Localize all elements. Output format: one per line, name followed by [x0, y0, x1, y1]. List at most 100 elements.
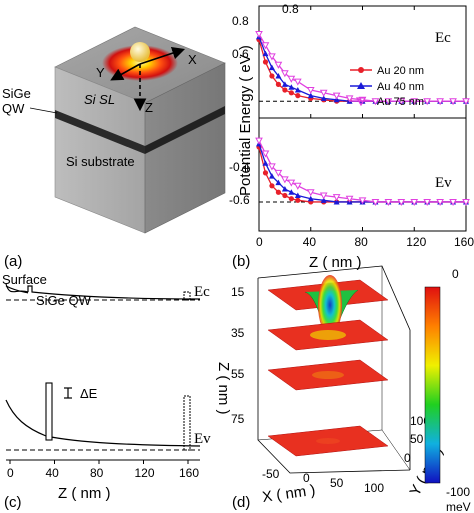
colorbar-unit: meV	[446, 500, 471, 513]
data-point	[255, 137, 263, 145]
data-point	[293, 182, 302, 190]
data-point	[462, 198, 470, 206]
x-tick-neg50: -50	[262, 467, 280, 481]
si-substrate-label: Si substrate	[66, 154, 135, 169]
data-point	[449, 98, 457, 106]
si-sl-label: Si SL	[84, 92, 115, 107]
box-edge-inner-diagonal	[381, 429, 411, 471]
data-point	[306, 189, 315, 197]
z-tick-55: 55	[231, 367, 245, 381]
data-point	[288, 90, 294, 96]
legend-au20: Au 20 nm	[377, 65, 424, 77]
panel-c-x-tick-label: 80	[90, 466, 104, 480]
qw-pointer	[29, 107, 58, 114]
data-point	[288, 189, 295, 195]
data-point	[319, 192, 328, 200]
data-point	[274, 61, 283, 69]
data-point	[255, 31, 263, 39]
sige-label: SiGe	[2, 86, 31, 101]
panel-c-x-tick-label: 40	[46, 466, 60, 480]
x-axis-title-3d: X ( nm )	[261, 482, 316, 506]
slice-z35-spot	[310, 330, 346, 340]
data-point	[397, 198, 406, 206]
box-edge-back	[257, 265, 411, 470]
data-point	[449, 198, 457, 206]
panel-d-label: (d)	[232, 494, 250, 511]
data-point	[306, 87, 315, 95]
data-point	[371, 98, 380, 106]
x-tick-100: 100	[364, 481, 384, 495]
data-point	[333, 198, 340, 205]
colorbar	[424, 286, 441, 484]
ev-right-step	[183, 395, 191, 451]
panel-b-chart: 0 40 80 120 160 0.8 0.8 0.6 -0.4 -0.6 Potent…	[229, 2, 474, 271]
data-point	[384, 198, 393, 206]
qw-layer-front	[55, 110, 145, 154]
data-point	[462, 98, 470, 106]
data-point	[269, 73, 275, 79]
y-axis-title: Potential Energy ( eV )	[237, 45, 254, 196]
data-point	[282, 87, 288, 93]
data-point	[423, 198, 432, 206]
panel-c-x-tick-label: 160	[179, 466, 199, 480]
delta-e-label: ΔE	[80, 386, 98, 401]
panel-c-x-tick-label: 120	[135, 466, 155, 480]
data-point	[261, 150, 270, 158]
axis-y-label: Y	[96, 65, 105, 80]
data-point	[307, 195, 314, 202]
ec-right-step	[183, 291, 191, 301]
data-point	[423, 98, 432, 106]
data-point	[268, 53, 276, 61]
data-point	[295, 197, 301, 203]
data-point	[436, 198, 444, 206]
panel-a-label: (a)	[4, 253, 22, 270]
data-point	[282, 192, 288, 199]
x-tick-0: 0	[303, 471, 310, 485]
y-tick-neg0.4: -0.4	[229, 160, 250, 174]
chart-series-group	[255, 31, 470, 206]
data-point	[268, 173, 275, 179]
x-tick-50: 50	[330, 476, 344, 490]
legend-au40: Au 40 nm	[377, 81, 424, 93]
ec-label: Ec	[435, 30, 451, 46]
z-tick-75: 75	[231, 412, 245, 426]
panel-c-ec-label: Ec	[194, 284, 210, 300]
data-point	[332, 194, 341, 202]
data-point	[288, 196, 294, 202]
data-point	[436, 98, 444, 106]
cube-side-face	[144, 62, 226, 234]
z-axis-title: Z ( nm )	[215, 362, 232, 415]
slice-z55-spot	[312, 371, 344, 379]
ev-label: Ev	[435, 175, 452, 191]
axis-z-label: Z	[145, 100, 153, 115]
legend-marker-au75	[355, 97, 367, 107]
data-point	[275, 179, 282, 186]
data-point	[320, 197, 327, 203]
data-point	[384, 98, 393, 106]
data-point	[410, 198, 419, 206]
colorbar-max: 0	[452, 267, 459, 281]
data-point	[345, 195, 354, 203]
wavefunction-core	[318, 275, 342, 335]
y-tick-0.6: 0.6	[232, 47, 249, 61]
z-tick-15: 15	[231, 285, 245, 299]
y-tick-top-edge: 0.8	[282, 2, 299, 16]
data-point	[281, 81, 288, 87]
y-tick-0.8: 0.8	[232, 14, 249, 28]
y-tick-0: 0	[404, 451, 411, 465]
legend: Au 20 nm Au 40 nm Au 75 nm	[350, 65, 424, 108]
surface-label: Surface	[2, 272, 47, 287]
panel-c-diagram: Surface SiGe QW Ec Ev ΔE 0 40 80 120 160 Z (…	[2, 272, 211, 502]
data-point	[288, 84, 295, 90]
x-tick-label: 80	[355, 235, 369, 249]
data-point	[345, 95, 354, 103]
data-point	[281, 186, 288, 192]
data-point	[287, 75, 296, 83]
data-point	[295, 93, 301, 99]
data-point	[262, 170, 269, 176]
data-point	[262, 50, 269, 57]
data-point	[320, 95, 327, 101]
qw-label: QW	[2, 101, 25, 116]
y-tick-neg0.6: -0.6	[229, 193, 250, 207]
